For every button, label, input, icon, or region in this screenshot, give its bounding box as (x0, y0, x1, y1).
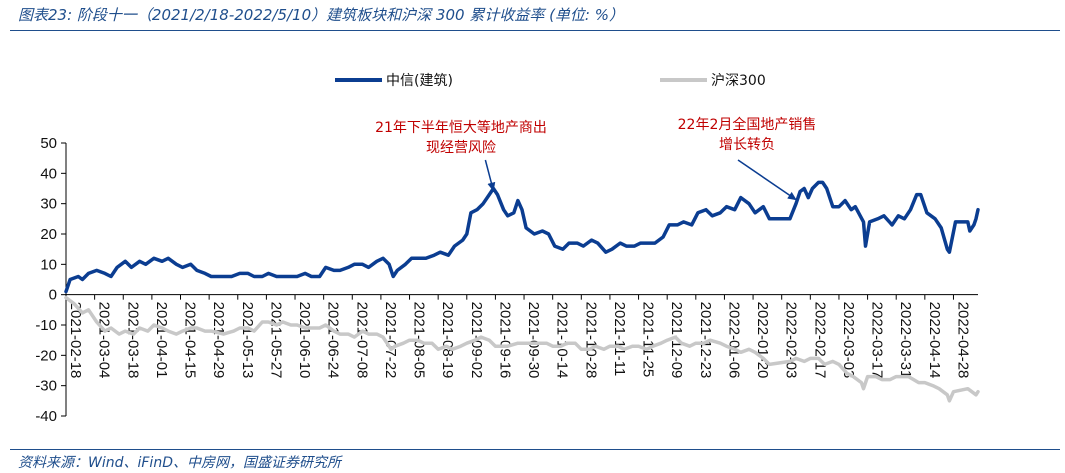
x-tick-label: 2021-11-25 (640, 302, 657, 378)
x-tick-label: 2021-10-14 (554, 302, 571, 379)
x-tick-label: 2022-01-06 (725, 302, 742, 379)
chart-axes: -40 -30 -20 -10 0 10 20 30 40 50 2021-02-18 2021-03… (35, 135, 978, 425)
chart-series (64, 180, 980, 403)
y-tick-label: 30 (40, 196, 57, 213)
x-tick-label: 2021-06-24 (325, 302, 342, 379)
annotation-arrow (737, 159, 797, 201)
x-tick-label: 2022-03-03 (840, 302, 857, 379)
bottom-divider (10, 449, 1060, 450)
x-tick-label: 2022-03-17 (869, 302, 886, 379)
y-tick-label: -20 (35, 347, 57, 364)
annotation-text: 21年下半年恒大等地产商出 (375, 119, 547, 136)
legend-label-csi300: 沪深300 (711, 73, 766, 89)
x-tick-label: 2021-03-18 (124, 302, 141, 379)
x-tick-label: 2021-10-28 (582, 302, 599, 379)
x-tick-label: 2021-07-08 (353, 302, 370, 379)
annotation-text: 增长转负 (719, 137, 775, 153)
annotation-arrow (484, 159, 496, 192)
x-tick-label: 2022-02-17 (811, 302, 828, 379)
chart-legend: 中信(建筑) 沪深300 (335, 73, 766, 89)
x-tick-label: 2021-05-13 (239, 302, 256, 379)
x-tick-label: 2021-12-23 (697, 302, 714, 379)
top-divider (10, 30, 1060, 31)
x-tick-label: 2021-02-18 (67, 302, 84, 379)
x-tick-label: 2021-09-16 (496, 302, 513, 379)
annotation-text: 22年2月全国地产销售 (678, 116, 817, 133)
source-note: 资料来源：Wind、iFinD、中房网，国盛证券研究所 (18, 455, 341, 471)
y-tick-label: -40 (35, 408, 57, 425)
x-tick-label: 2022-01-20 (754, 302, 771, 379)
y-tick-label: 10 (40, 256, 57, 273)
y-tick-label: 40 (40, 165, 57, 182)
figure-title: 图表23: 阶段十一（2021/2/18-2022/5/10）建筑板块和沪深 3… (18, 6, 625, 24)
y-tick-label: 20 (40, 226, 57, 243)
x-tick-label: 2021-08-19 (439, 302, 456, 379)
y-tick-label: -10 (35, 317, 57, 334)
x-tick-label: 2021-06-10 (296, 302, 313, 379)
annotation-text: 现经营风险 (426, 140, 496, 156)
legend-label-citic-construction: 中信(建筑) (386, 73, 453, 89)
x-tick-label: 2022-04-28 (954, 302, 971, 379)
x-tick-label: 2021-05-27 (267, 302, 284, 379)
x-tick-label: 2021-03-04 (96, 302, 113, 379)
series-line-citic-construction (64, 180, 980, 294)
series-line-csi300 (64, 295, 980, 403)
x-tick-label: 2022-02-03 (783, 302, 800, 379)
x-tick-label: 2021-04-01 (153, 302, 170, 379)
y-tick-label: 0 (49, 287, 57, 304)
x-tick-label: 2022-03-31 (897, 302, 914, 379)
x-tick-label: 2021-04-29 (210, 302, 227, 379)
x-tick-label: 2021-04-15 (182, 302, 199, 379)
y-tick-label: 50 (40, 135, 57, 152)
x-tick-label: 2021-11-11 (611, 302, 628, 377)
y-tick-label: -30 (35, 378, 57, 395)
x-tick-label: 2021-07-22 (382, 302, 399, 379)
x-tick-label: 2021-09-30 (525, 302, 542, 379)
x-tick-label: 2022-04-14 (926, 302, 943, 379)
